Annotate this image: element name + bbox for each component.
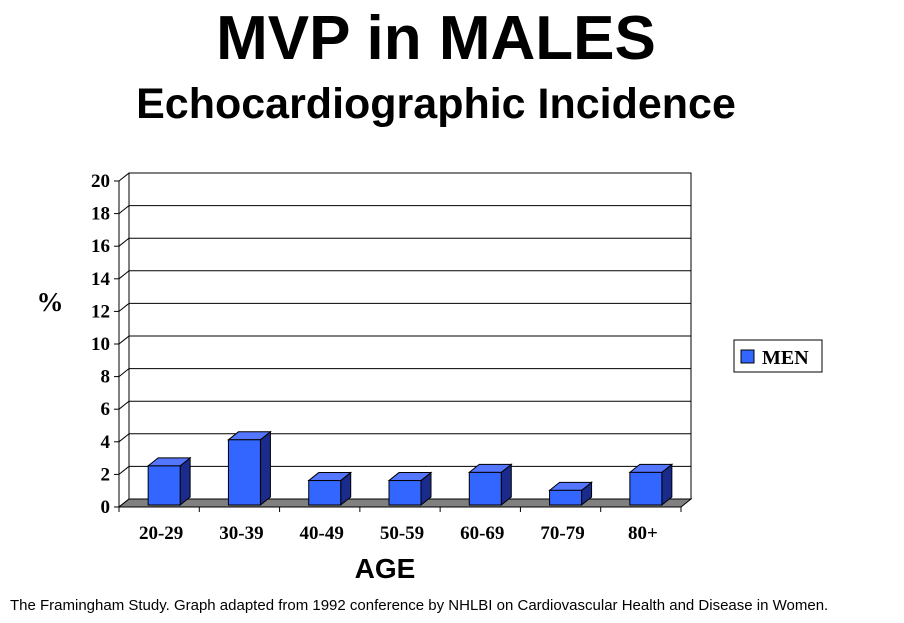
y-tick-label: 2 (101, 464, 111, 485)
bar-front (549, 489, 583, 506)
depth-line (118, 172, 130, 182)
legend-swatch (740, 349, 755, 364)
y-tick-label: 18 (91, 204, 110, 225)
chart-subtitle: Echocardiographic Incidence (136, 80, 736, 128)
bar (307, 471, 353, 507)
x-tick-label: 80+ (628, 523, 658, 544)
y-tick-label: 20 (91, 171, 110, 192)
bars (146, 430, 674, 507)
y-axis-ticks: 0 2 4 6 8 10 12 14 16 18 20 (91, 171, 119, 518)
depth-line (118, 270, 130, 280)
y-tick-label: 10 (91, 334, 110, 355)
source-note: The Framingham Study. Graph adapted from… (10, 597, 829, 614)
depth-line (118, 368, 130, 377)
x-tick-label: 30-39 (219, 523, 263, 544)
bar (628, 463, 674, 507)
x-tick-label: 20-29 (139, 523, 183, 544)
bar-front (468, 471, 502, 506)
bar-front (308, 480, 342, 506)
depth-line (118, 335, 130, 345)
legend-label: MEN (762, 347, 809, 369)
bar (146, 456, 192, 507)
x-tick-label: 60-69 (460, 523, 504, 544)
bar-front (147, 465, 181, 506)
depth-line (118, 433, 130, 443)
gridlines (118, 172, 692, 508)
bar (548, 481, 593, 507)
x-tick-label: 40-49 (300, 523, 344, 544)
y-tick-label: 0 (101, 497, 111, 518)
x-axis-ticks: 20-29 30-39 40-49 50-59 60-69 70-79 80+ (118, 507, 682, 544)
chart-title: MVP in MALES (216, 4, 656, 73)
depth-line (118, 466, 130, 475)
x-tick-label: 70-79 (540, 523, 584, 544)
y-tick-label: 6 (101, 399, 111, 420)
x-axis-label: AGE (355, 553, 416, 584)
bar (467, 463, 513, 507)
bar (227, 430, 272, 507)
y-tick-label: 14 (91, 269, 111, 290)
legend: MEN (733, 339, 823, 373)
y-tick-label: 16 (91, 236, 110, 257)
depth-line (118, 237, 130, 247)
bar-front (388, 480, 422, 506)
depth-line (118, 400, 130, 410)
y-tick-label: 4 (101, 432, 111, 453)
bar-front (227, 439, 261, 506)
depth-line (118, 205, 130, 214)
bar-side (259, 430, 271, 507)
x-tick-label: 50-59 (380, 523, 424, 544)
bar-front (629, 471, 663, 506)
y-axis-label: % (37, 287, 64, 317)
bar (387, 471, 433, 507)
depth-line (118, 303, 130, 312)
y-tick-label: 8 (101, 367, 111, 388)
y-tick-label: 12 (91, 301, 110, 322)
